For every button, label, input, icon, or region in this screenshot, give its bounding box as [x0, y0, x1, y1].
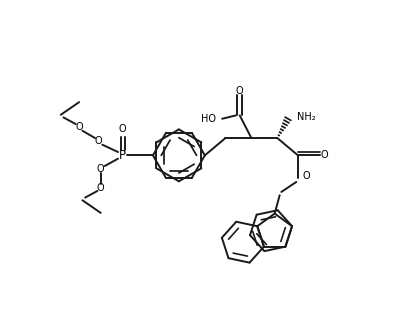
Text: P: P [119, 149, 126, 162]
Text: O: O [75, 123, 83, 132]
Text: HO: HO [201, 114, 217, 124]
Text: O: O [97, 183, 104, 193]
Text: NH₂: NH₂ [297, 112, 316, 122]
Text: O: O [97, 164, 104, 174]
Text: O: O [320, 150, 328, 160]
Text: O: O [236, 86, 244, 96]
Text: O: O [302, 171, 310, 181]
Text: O: O [118, 124, 126, 134]
Text: O: O [95, 136, 102, 146]
